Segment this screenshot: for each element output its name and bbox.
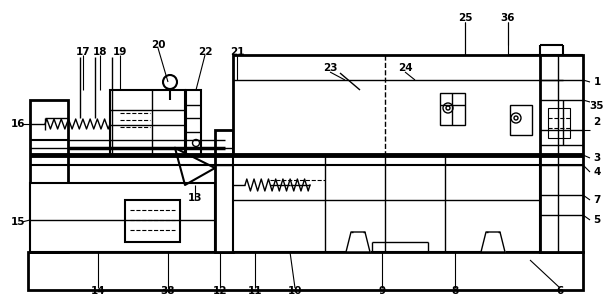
Circle shape — [514, 116, 518, 120]
Polygon shape — [481, 232, 505, 252]
Bar — [510, 105, 532, 135]
Bar — [215, 130, 233, 252]
Text: 1: 1 — [593, 77, 601, 87]
Circle shape — [358, 158, 442, 242]
Text: 11: 11 — [247, 286, 262, 296]
Text: 38: 38 — [161, 286, 175, 296]
Bar — [233, 155, 540, 252]
Text: 13: 13 — [188, 193, 202, 203]
Text: 15: 15 — [11, 217, 26, 227]
Circle shape — [446, 106, 450, 110]
Text: 14: 14 — [91, 286, 105, 296]
Circle shape — [163, 75, 177, 89]
Bar — [125, 200, 180, 242]
Text: 19: 19 — [113, 47, 127, 57]
Bar — [233, 55, 563, 155]
Text: 8: 8 — [451, 286, 458, 296]
Circle shape — [511, 113, 521, 123]
Text: 35: 35 — [590, 101, 604, 111]
Bar — [440, 93, 465, 125]
Text: 16: 16 — [11, 119, 26, 129]
Text: 2: 2 — [593, 117, 601, 127]
Text: 18: 18 — [93, 47, 107, 57]
Text: 22: 22 — [198, 47, 212, 57]
Text: 36: 36 — [501, 13, 515, 23]
Text: 9: 9 — [378, 286, 385, 296]
Text: 4: 4 — [593, 167, 601, 177]
Bar — [110, 90, 185, 155]
Bar — [353, 224, 363, 232]
Text: 21: 21 — [230, 47, 244, 57]
Bar — [30, 100, 68, 252]
Polygon shape — [346, 232, 370, 252]
Circle shape — [443, 103, 453, 113]
Text: 12: 12 — [213, 286, 227, 296]
Bar — [540, 55, 583, 252]
Text: 20: 20 — [151, 40, 165, 50]
Text: 10: 10 — [288, 286, 302, 296]
Bar — [30, 183, 215, 252]
Text: 24: 24 — [398, 63, 412, 73]
Text: 23: 23 — [323, 63, 337, 73]
Circle shape — [393, 193, 407, 207]
Bar — [270, 170, 325, 200]
Text: 6: 6 — [556, 286, 564, 296]
Circle shape — [193, 140, 199, 146]
Bar — [28, 252, 583, 290]
Bar — [270, 155, 290, 252]
Text: 3: 3 — [593, 153, 601, 163]
Bar — [548, 108, 570, 138]
Text: 7: 7 — [593, 195, 601, 205]
Text: 5: 5 — [593, 215, 601, 225]
Bar — [186, 90, 201, 155]
Text: 25: 25 — [458, 13, 472, 23]
Bar — [488, 224, 498, 232]
Text: 17: 17 — [75, 47, 91, 57]
